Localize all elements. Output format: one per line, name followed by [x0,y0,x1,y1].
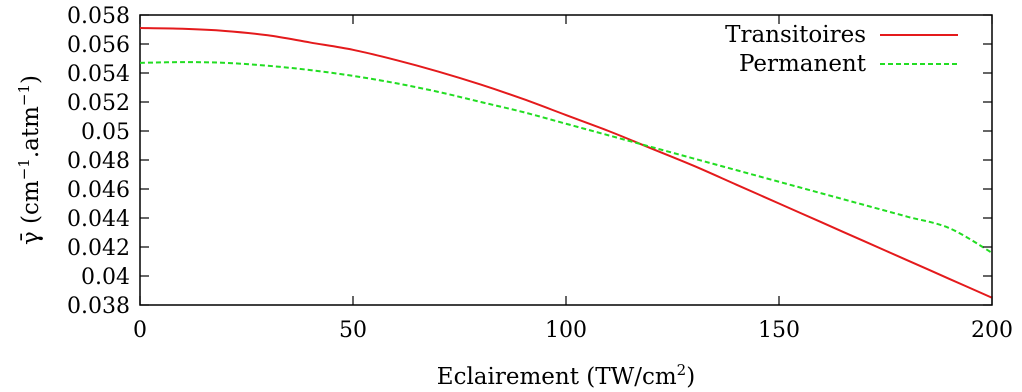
y-tick-label: 0.042 [67,236,130,261]
y-tick-label: 0.056 [67,33,130,58]
plot-area: 0 50 100 150 200 0.038 0.04 0.042 0.044 0.046 0.04… [67,4,1013,343]
x-tick-label: 0 [133,318,147,343]
y-tick-label: 0.044 [67,207,130,232]
y-axis-label: γ̄ (cm−1.atm−1) [15,75,44,245]
y-tick-label: 0.05 [81,120,130,145]
series-group [139,27,993,299]
y-tick-label: 0.048 [67,149,130,174]
y-tick-label: 0.058 [67,4,130,29]
y-tick-label: 0.04 [81,265,130,290]
y-axis-label-superscript-1: −1 [15,158,33,180]
x-axis-label-superscript: 2 [677,361,687,379]
legend-label-permanent: Permanent [739,51,867,77]
y-axis-label-superscript-2: −1 [15,84,33,106]
x-tick-label: 50 [339,318,367,343]
series-line-transitoires [139,27,993,299]
y-tick-label: 0.046 [67,178,130,203]
y-tick-label: 0.038 [67,294,130,319]
x-tick-label: 150 [758,318,800,343]
legend: Transitoires Permanent [725,22,958,77]
y-tick-label: 0.052 [67,91,130,116]
ticks-group: 0 50 100 150 200 0.038 0.04 0.042 0.044 0.046 0.04… [67,4,1013,343]
x-tick-label: 200 [971,318,1013,343]
y-tick-label: 0.054 [67,62,130,87]
x-axis-label: Eclairement (TW/cm2) [437,361,695,390]
series-line-permanent [139,61,993,254]
legend-label-transitoires: Transitoires [725,22,866,48]
x-tick-label: 100 [545,318,587,343]
